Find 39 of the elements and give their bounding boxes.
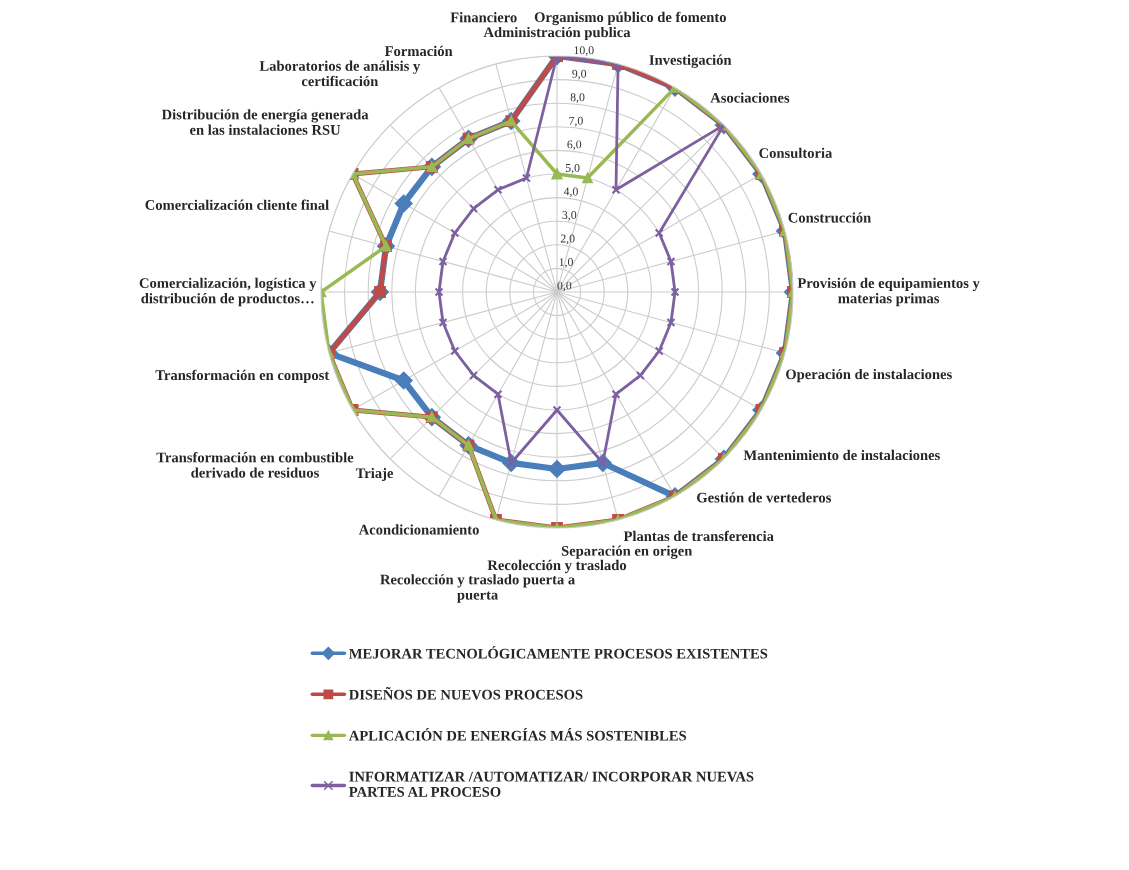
y-tick-label: 10,0: [574, 46, 594, 56]
spoke-label: Construcción: [788, 212, 872, 223]
y-tick-label: 9,0: [572, 69, 587, 80]
spoke-label: Administración publica: [483, 26, 631, 41]
spoke-label: Laboratorios de análisis y certificación: [259, 60, 421, 87]
spoke-label: Provisión de equipamientos y materias primas: [797, 277, 980, 307]
spoke-label: Transformación en combustible derivado de residuos: [156, 451, 354, 478]
y-tick-label: 8,0: [570, 93, 585, 103]
spoke-label: Recolección y traslado puerta a puerta: [380, 574, 575, 603]
spoke-label: Operación de instalaciones: [786, 368, 952, 383]
spoke-label: Formación: [384, 45, 453, 57]
spoke-label: Gestión de vertederos: [697, 492, 832, 503]
spoke-label: Acondicionamiento: [358, 524, 479, 535]
spoke-label: Investigación: [649, 54, 732, 68]
legend-label: APLICACIÓN DE ENERGÍAS MÁS SOSTENIBLES: [348, 728, 687, 741]
y-tick-label: 3,0: [562, 211, 577, 221]
legend-label: DISEÑOS DE NUEVOS PROCESOS: [349, 686, 583, 700]
spoke-label: Plantas de transferencia: [623, 530, 774, 542]
spoke-label: Mantenimiento de instalaciones: [743, 449, 940, 461]
spoke-label: Recolección y traslado: [487, 559, 627, 574]
spoke-label: Comercialización, logística y distribución de productos…: [139, 277, 317, 307]
spoke-label: Separación en origen: [561, 545, 693, 559]
spoke-label: Consultoria: [759, 147, 833, 159]
y-tick-label: 2,0: [560, 234, 575, 245]
y-tick-label: 0,0: [557, 281, 572, 292]
legend-label: MEJORAR TECNOLÓGICAMENTE PROCESOS EXISTENTES: [349, 645, 768, 659]
spoke-label: Transformación en compost: [155, 369, 330, 384]
y-tick-label: 5,0: [565, 163, 580, 174]
legend-label: INFORMATIZAR /AUTOMATIZAR/ INCORPORAR NUEVAS PARTES AL PROCESO: [349, 771, 754, 797]
spoke-label: Financiero: [450, 12, 517, 23]
y-tick-label: 1,0: [559, 258, 573, 268]
spoke-label: Organismo público de fomento: [534, 11, 726, 26]
spoke-label: Distribución de energía generada en las instalaciones RSU: [161, 109, 369, 135]
y-tick-label: 7,0: [569, 116, 583, 127]
spoke-label: Asociaciones: [710, 92, 790, 103]
y-tick-label: 6,0: [567, 140, 582, 151]
spoke-label: Triaje: [355, 467, 394, 482]
y-tick-label: 4,0: [563, 187, 578, 198]
spoke-label: Comercialización cliente final: [145, 199, 329, 210]
